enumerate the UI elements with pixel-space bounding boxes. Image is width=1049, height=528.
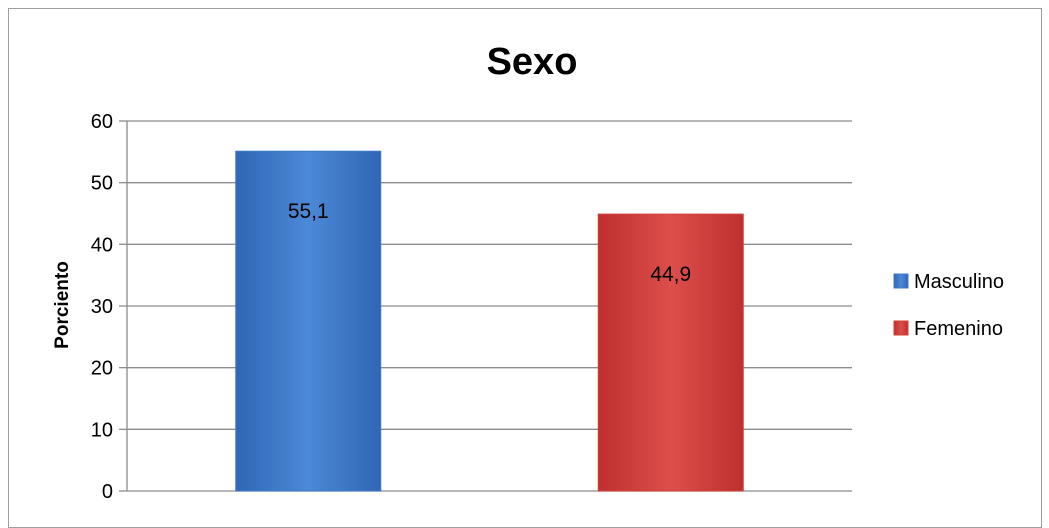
- y-tick-label: 0: [102, 481, 113, 503]
- chart-title: Sexo: [487, 41, 578, 83]
- y-axis: 0 10 20 30 40 50 60: [91, 111, 128, 503]
- bar-femenino: [597, 213, 744, 492]
- y-tick-label: 60: [91, 111, 113, 133]
- data-label-femenino: 44,9: [650, 263, 691, 286]
- y-tick-label: 50: [91, 173, 113, 195]
- y-tick-label: 20: [91, 358, 113, 380]
- bar-masculino: [235, 150, 382, 492]
- legend-label-masculino: Masculino: [914, 271, 1004, 293]
- y-axis-title: Porciento: [52, 261, 73, 349]
- chart-frame: [8, 8, 1042, 528]
- data-label-masculino: 55,1: [288, 200, 329, 223]
- legend: Masculino Femenino: [893, 271, 1004, 340]
- data-labels: 55,1 44,9: [288, 200, 691, 286]
- bars: [235, 150, 744, 492]
- legend-label-femenino: Femenino: [914, 318, 1003, 340]
- y-tick-label: 10: [91, 419, 113, 441]
- y-tick-label: 30: [91, 296, 113, 318]
- bar-chart: Sexo 0 10 20 30 40 50 60 55,1 44,9 Porciento Ma…: [52, 41, 1004, 503]
- legend-swatch-femenino: [893, 320, 909, 336]
- y-tick-label: 40: [91, 234, 113, 256]
- legend-swatch-masculino: [893, 273, 909, 289]
